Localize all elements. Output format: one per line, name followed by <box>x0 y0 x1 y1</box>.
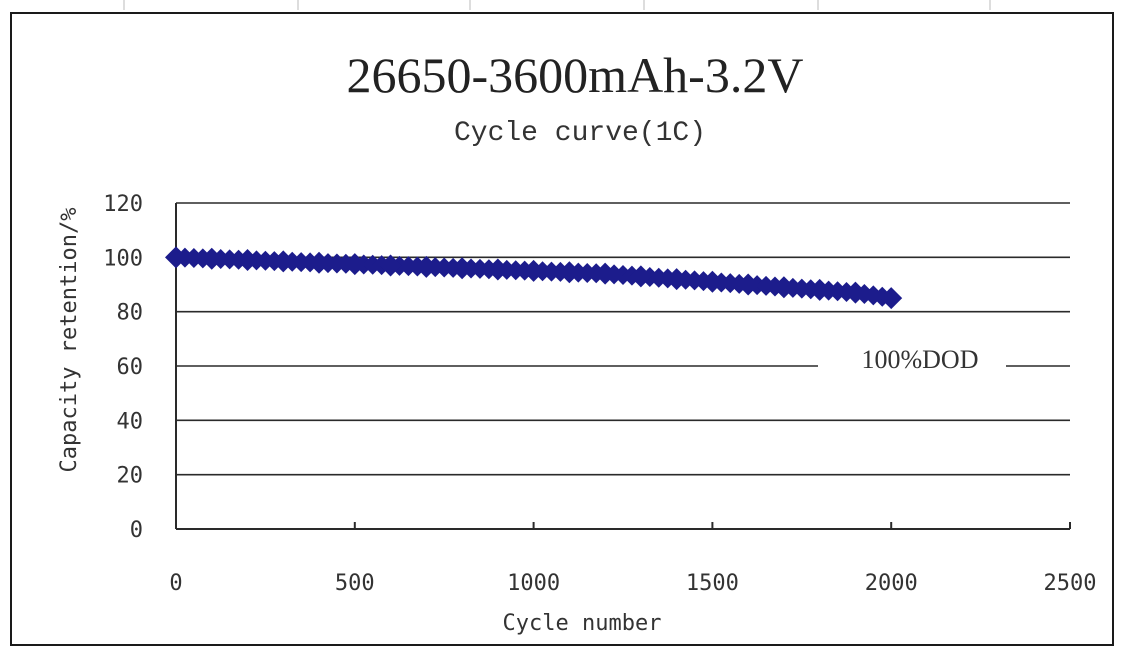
x-tick-labels: 0 500 1000 1500 2000 2500 <box>169 571 1096 596</box>
y-tick-label-80: 80 <box>117 301 144 326</box>
x-tick-label-1000: 1000 <box>507 571 560 596</box>
x-tick-label-2500: 2500 <box>1044 571 1097 596</box>
chart-subtitle: Cycle curve(1C) <box>454 118 706 149</box>
chart-title: 26650-3600mAh-3.2V <box>347 47 804 103</box>
y-tick-label-120: 120 <box>103 192 143 217</box>
grid-lines <box>176 203 1070 475</box>
y-axis-label: Capacity retention/% <box>57 208 82 473</box>
x-tick-label-1500: 1500 <box>686 571 739 596</box>
x-tick-label-0: 0 <box>169 571 182 596</box>
x-tick-label-2000: 2000 <box>865 571 918 596</box>
x-axis-label: Cycle number <box>503 611 662 636</box>
data-series <box>165 246 902 309</box>
y-tick-label-20: 20 <box>117 464 144 489</box>
y-tick-label-100: 100 <box>103 246 143 271</box>
y-tick-label-0: 0 <box>130 518 143 543</box>
annotation-label: 100%DOD <box>862 345 979 374</box>
y-tick-labels: 0 20 40 60 80 100 120 <box>103 192 143 543</box>
y-tick-label-40: 40 <box>117 409 144 434</box>
x-tick-label-500: 500 <box>335 571 375 596</box>
y-tick-label-60: 60 <box>117 355 144 380</box>
